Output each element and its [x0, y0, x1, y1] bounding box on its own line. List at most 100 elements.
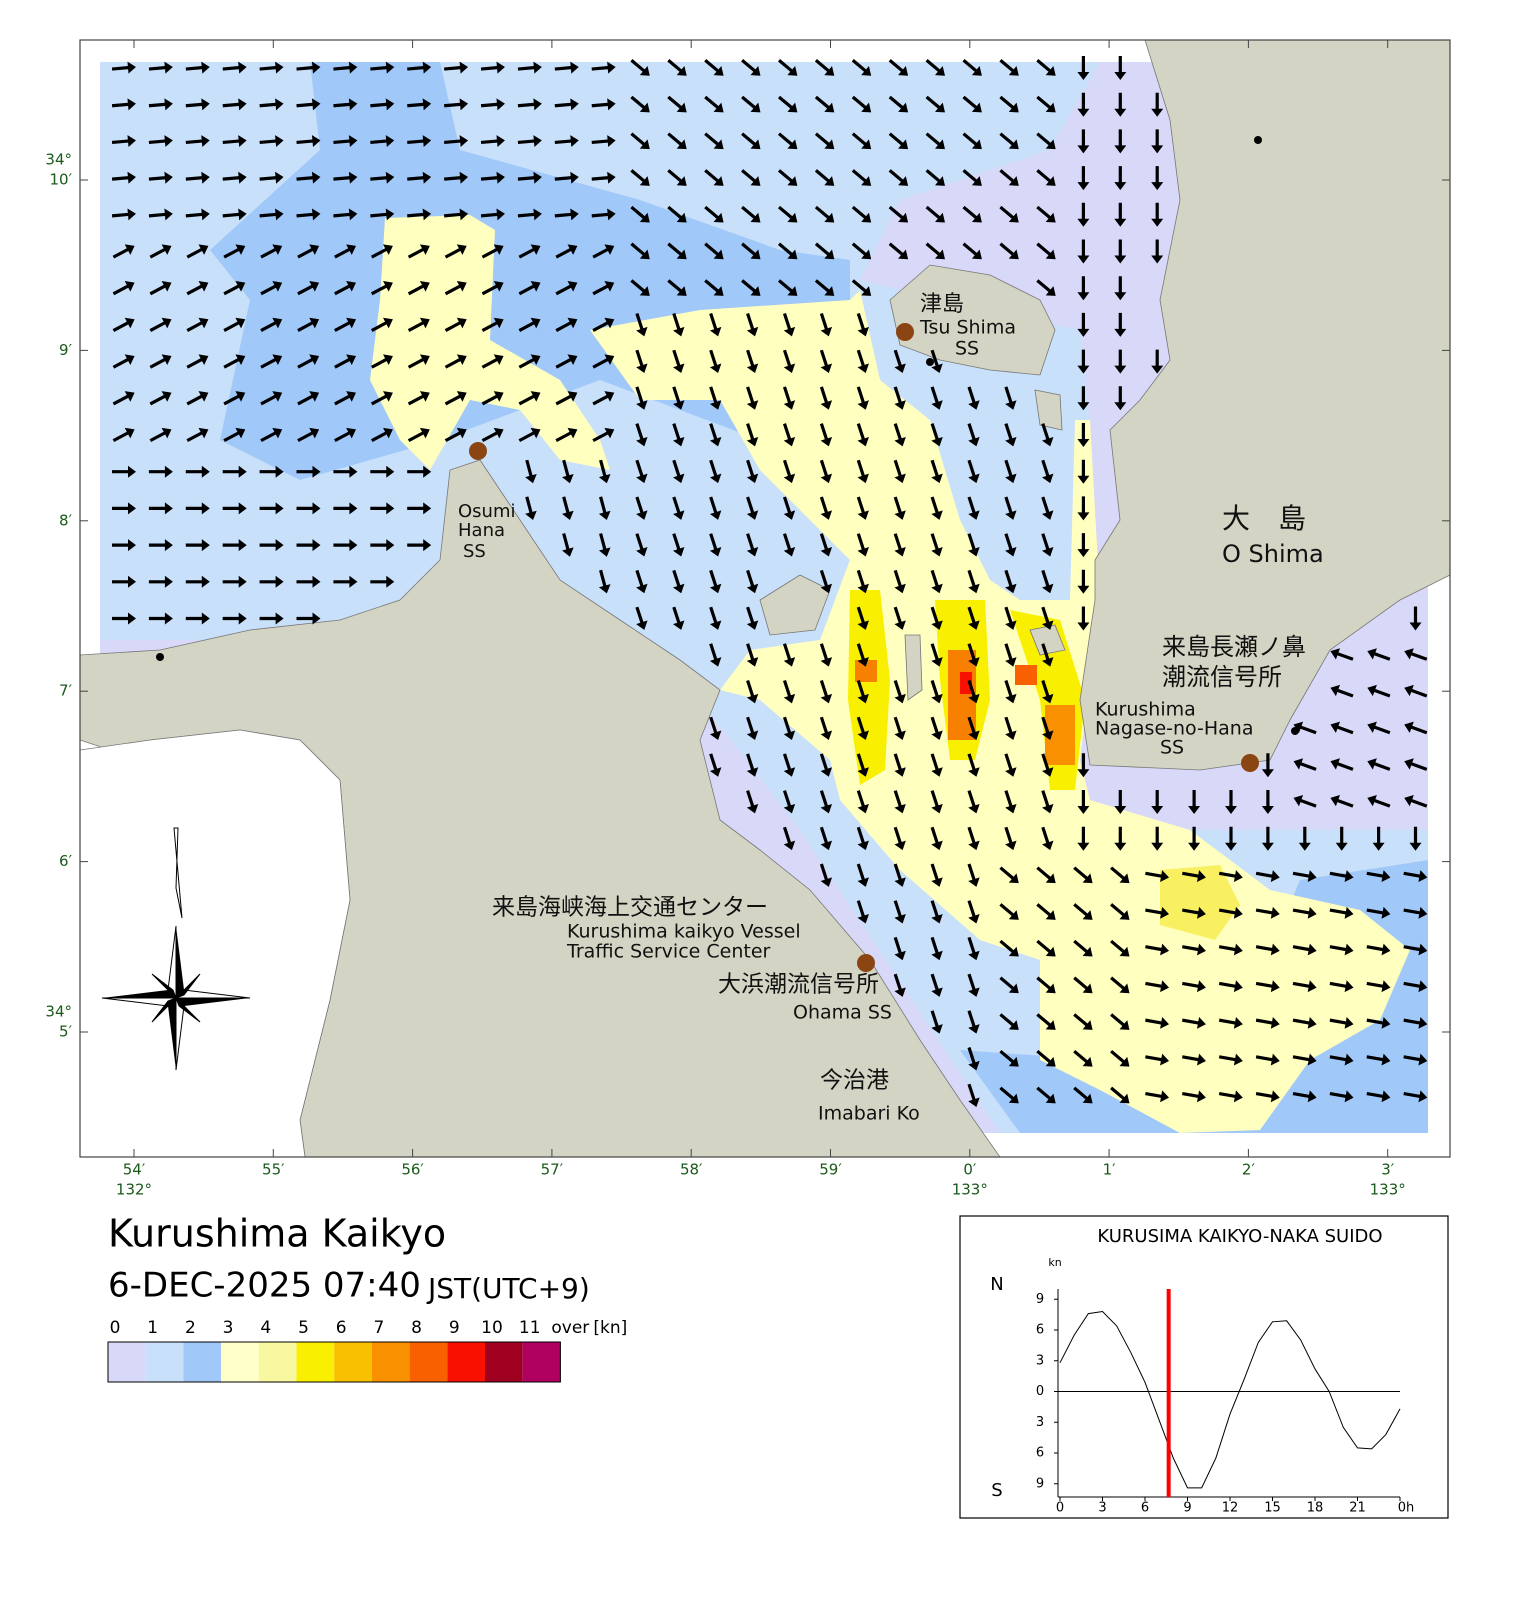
current-arrow	[480, 98, 505, 111]
legend: 0 1 2 3 4 5 6 7 8 9 10 11 over [kn]	[107, 1318, 627, 1383]
legend-swatch	[183, 1342, 222, 1382]
current-arrow	[967, 790, 980, 814]
current-arrow	[592, 244, 615, 259]
current-arrow	[999, 95, 1019, 113]
current-arrow	[1292, 906, 1317, 919]
current-arrow	[444, 281, 467, 296]
current-arrow	[1110, 1049, 1130, 1067]
current-arrow	[777, 132, 798, 150]
current-arrow	[592, 281, 615, 296]
current-arrow	[893, 349, 906, 374]
current-arrow	[481, 244, 504, 259]
current-arrow	[819, 863, 833, 887]
current-arrow	[967, 716, 980, 741]
legend-label: 6	[336, 1318, 347, 1338]
current-arrow	[1041, 790, 1054, 814]
current-arrow	[591, 208, 616, 221]
current-arrow	[635, 569, 648, 594]
current-arrow	[1114, 276, 1127, 301]
current-arrow	[444, 135, 469, 148]
place-label: SS	[463, 541, 486, 562]
current-arrow	[1036, 95, 1056, 113]
current-arrow	[1145, 980, 1170, 993]
x-tick-label: 6	[1141, 1501, 1149, 1516]
current-arrow	[296, 135, 321, 148]
current-arrow	[333, 135, 358, 148]
current-arrow	[709, 386, 722, 410]
legend-label: 5	[298, 1318, 309, 1338]
current-arrow	[856, 569, 869, 594]
tide-curve	[1059, 1311, 1401, 1489]
current-arrow	[741, 132, 761, 150]
current-arrow	[185, 61, 210, 74]
current-arrow	[554, 98, 579, 111]
island	[759, 574, 831, 636]
current-arrow	[334, 354, 356, 369]
current-arrow	[967, 569, 980, 594]
current-arrow	[296, 612, 321, 625]
current-arrow	[481, 354, 504, 369]
current-arrow	[1004, 790, 1017, 814]
current-arrow	[1218, 906, 1243, 919]
current-arrow	[930, 790, 943, 814]
current-arrow	[1073, 976, 1093, 994]
current-arrow	[259, 208, 284, 221]
current-arrow	[1292, 980, 1317, 993]
current-arrow	[1366, 980, 1391, 993]
current-arrow	[967, 533, 980, 557]
place-label: Imabari Ko	[818, 1103, 920, 1125]
current-arrow	[925, 205, 945, 223]
current-arrow	[746, 533, 759, 557]
current-arrow	[222, 135, 247, 148]
current-arrow	[667, 279, 687, 296]
current-arrow	[1145, 1016, 1170, 1029]
current-arrow	[930, 569, 943, 594]
current-arrow	[930, 496, 943, 520]
place-label: 潮流信号所	[1162, 663, 1282, 691]
current-arrow	[1110, 1086, 1130, 1104]
current-arrow	[1255, 1090, 1280, 1103]
legend-swatch	[258, 1342, 297, 1382]
current-arrow	[999, 59, 1019, 76]
current-arrow	[407, 539, 432, 552]
current-arrow	[741, 59, 761, 76]
current-arrow	[893, 826, 906, 851]
current-arrow	[296, 208, 321, 221]
current-arrow	[930, 386, 943, 410]
current-arrow	[148, 208, 173, 221]
current-arrow	[856, 349, 869, 374]
current-arrow	[962, 95, 982, 113]
y-unit: kn	[1048, 1256, 1061, 1269]
current-arrow	[746, 643, 759, 667]
current-arrow	[893, 533, 906, 557]
current-arrow	[149, 354, 172, 369]
current-arrow	[148, 465, 173, 478]
current-arrow	[185, 502, 210, 515]
current-arrow	[709, 496, 722, 520]
place-label: Hana	[458, 520, 505, 541]
current-arrow	[893, 936, 906, 961]
current-arrow	[967, 679, 980, 704]
current-arrow	[1114, 312, 1127, 337]
current-arrow	[186, 317, 209, 332]
current-arrow	[856, 790, 869, 814]
current-arrow	[893, 459, 906, 484]
current-arrow	[1404, 648, 1428, 661]
current-arrow	[223, 391, 246, 406]
current-arrow	[925, 95, 945, 113]
current-arrow	[480, 171, 505, 184]
current-arrow	[562, 459, 574, 484]
current-arrow	[562, 496, 574, 520]
current-arrow	[112, 391, 135, 406]
current-arrow	[819, 459, 833, 484]
current-arrow	[1218, 1090, 1243, 1103]
current-arrow	[1292, 1053, 1317, 1066]
current-arrow	[554, 171, 579, 184]
current-arrow	[185, 98, 210, 111]
current-arrow	[1182, 980, 1206, 993]
current-arrow	[1041, 533, 1054, 557]
current-arrow	[782, 312, 796, 337]
current-arrow	[856, 533, 869, 557]
current-arrow	[149, 244, 172, 259]
current-arrow	[741, 279, 761, 296]
